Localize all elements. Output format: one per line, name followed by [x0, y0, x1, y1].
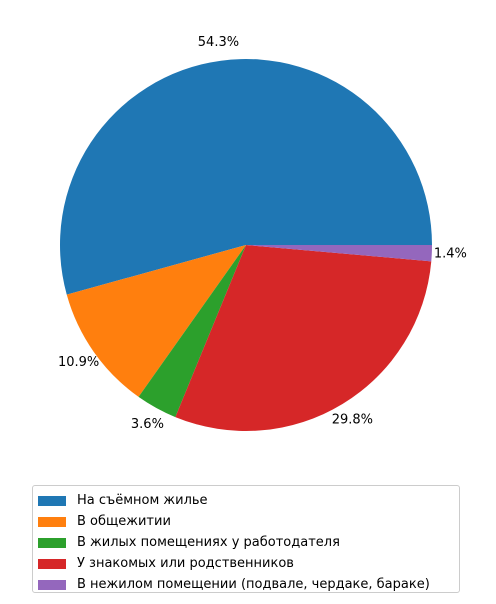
legend-swatch: [38, 495, 66, 506]
pie-percent-label-1: 10.9%: [58, 355, 99, 370]
legend-swatch: [38, 579, 66, 590]
pie-slice-4: [246, 245, 432, 262]
legend-label: В нежилом помещении (подвале, чердаке, б…: [77, 577, 430, 592]
legend-swatch: [38, 537, 66, 548]
legend-swatch: [38, 558, 66, 569]
legend-item-friends-relatives: У знакомых или родственников: [38, 553, 459, 574]
legend-label: У знакомых или родственников: [77, 556, 294, 571]
pie-slice-0: [60, 58, 433, 295]
pie-chart: 54.3% 10.9% 3.6% 29.8% 1.4%: [58, 35, 467, 432]
pie-percent-label-0: 54.3%: [198, 35, 239, 50]
pie-slice-3: [175, 245, 432, 431]
pie-percent-labels: 54.3% 10.9% 3.6% 29.8% 1.4%: [58, 35, 467, 432]
legend-item-non-residential: В нежилом помещении (подвале, чердаке, б…: [38, 574, 459, 595]
legend-label: В общежитии: [77, 514, 171, 529]
legend-label: В жилых помещениях у работодателя: [77, 535, 340, 550]
legend-label: На съёмном жилье: [77, 493, 208, 508]
pie-percent-label-4: 1.4%: [434, 246, 467, 261]
pie-slice-1: [66, 245, 246, 397]
pie-slices: [60, 58, 433, 431]
pie-percent-label-3: 29.8%: [332, 412, 373, 427]
legend-item-employer-housing: В жилых помещениях у работодателя: [38, 532, 459, 553]
legend-swatch: [38, 516, 66, 527]
legend-item-dormitory: В общежитии: [38, 511, 459, 532]
pie-percent-label-2: 3.6%: [131, 417, 164, 432]
legend: На съёмном жилье В общежитии В жилых пом…: [32, 485, 460, 593]
legend-item-rented-housing: На съёмном жилье: [38, 490, 459, 511]
pie-slice-2: [138, 245, 246, 418]
